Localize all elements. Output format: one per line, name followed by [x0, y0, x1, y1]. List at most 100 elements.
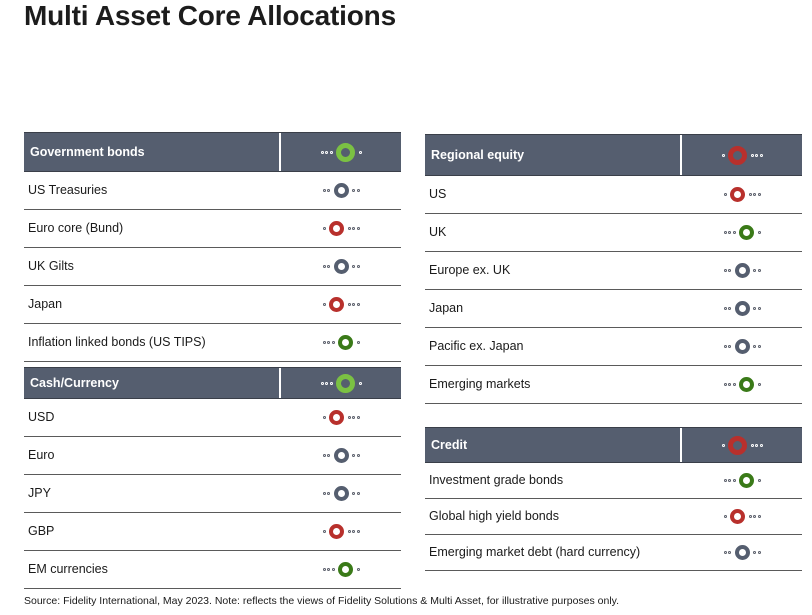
allocation-marker-icon	[329, 524, 344, 539]
table-row: Euro	[24, 437, 401, 475]
allocation-marker-icon	[730, 187, 745, 202]
scale-dot-icon	[750, 153, 754, 157]
panel-header-label: Government bonds	[30, 145, 145, 159]
scale-dot-icon	[352, 265, 355, 268]
scale-dot-icon	[322, 189, 326, 192]
scale-dot-icon	[757, 479, 761, 482]
allocation-scale	[320, 142, 362, 162]
scale-dot-icon	[356, 568, 360, 571]
allocation-marker-icon	[333, 259, 349, 274]
scale-dot-icon	[759, 443, 763, 447]
row-label: Emerging market debt (hard currency)	[429, 545, 641, 559]
scale-dot-icon	[352, 530, 355, 533]
header-divider	[680, 135, 682, 175]
scale-dot-icon	[322, 341, 326, 344]
scale-dot-icon	[322, 454, 326, 457]
allocation-marker-icon	[329, 410, 344, 425]
table-row: USD	[24, 399, 401, 437]
panel-credit: Credit Investment grade bonds Global high …	[425, 427, 802, 571]
scale-dot-icon	[755, 443, 758, 447]
header-divider	[279, 368, 281, 398]
allocation-marker-icon	[333, 448, 349, 463]
scale-dot-icon	[728, 269, 731, 272]
scale-dot-icon	[331, 341, 335, 344]
allocation-marker-icon	[728, 435, 747, 455]
scale-dot-icon	[347, 530, 351, 533]
panel-header: Government bonds	[24, 132, 401, 172]
scale-dot-icon	[347, 227, 351, 230]
table-row: UK Gilts	[24, 248, 401, 286]
scale-dot-icon	[352, 416, 355, 419]
scale-dot-icon	[757, 515, 761, 518]
scale-dot-icon	[325, 381, 328, 385]
table-row: EM currencies	[24, 551, 401, 589]
table-row: Japan	[425, 290, 802, 328]
scale-dot-icon	[721, 153, 725, 157]
allocation-scale	[723, 263, 761, 278]
scale-dot-icon	[356, 341, 360, 344]
scale-dot-icon	[327, 492, 330, 495]
scale-dot-icon	[322, 568, 326, 571]
scale-dot-icon	[322, 492, 326, 495]
scale-dot-icon	[723, 551, 727, 554]
scale-dot-icon	[723, 193, 727, 196]
scale-dot-icon	[748, 193, 752, 196]
row-label: Inflation linked bonds (US TIPS)	[28, 335, 206, 349]
allocation-scale	[723, 187, 761, 202]
table-row: JPY	[24, 475, 401, 513]
allocation-scale	[723, 377, 761, 392]
allocation-scale	[322, 259, 360, 274]
row-label: Euro	[28, 448, 55, 462]
table-row: Pacific ex. Japan	[425, 328, 802, 366]
table-row: Global high yield bonds	[425, 499, 802, 535]
scale-dot-icon	[356, 454, 360, 457]
table-row: Europe ex. UK	[425, 252, 802, 290]
allocation-marker-icon	[739, 377, 754, 392]
panel-header-label: Regional equity	[431, 148, 525, 162]
row-label: US	[429, 187, 447, 201]
scale-dot-icon	[721, 443, 725, 447]
scale-dot-icon	[728, 383, 731, 386]
scale-dot-icon	[322, 227, 326, 230]
scale-dot-icon	[352, 303, 355, 306]
allocation-marker-icon	[336, 142, 355, 162]
scale-dot-icon	[757, 383, 761, 386]
table-row: Japan	[24, 286, 401, 324]
table-row: Emerging markets	[425, 366, 802, 404]
allocation-marker-icon	[333, 486, 349, 501]
row-label: GBP	[28, 524, 55, 538]
row-label: Japan	[429, 301, 464, 315]
row-label: EM currencies	[28, 562, 108, 576]
scale-dot-icon	[753, 515, 756, 518]
scale-dot-icon	[322, 303, 326, 306]
allocation-scale	[322, 486, 360, 501]
table-row: Euro core (Bund)	[24, 210, 401, 248]
scale-dot-icon	[732, 383, 736, 386]
scale-dot-icon	[753, 193, 756, 196]
allocation-marker-icon	[730, 509, 745, 524]
allocation-marker-icon	[728, 145, 747, 165]
scale-dot-icon	[331, 568, 335, 571]
row-label: US Treasuries	[28, 183, 108, 197]
scale-dot-icon	[757, 269, 761, 272]
scale-dot-icon	[356, 530, 360, 533]
scale-dot-icon	[347, 416, 351, 419]
allocation-scale	[322, 524, 360, 539]
source-footnote: Source: Fidelity International, May 2023…	[24, 595, 620, 607]
row-label: USD	[28, 410, 55, 424]
scale-dot-icon	[352, 492, 355, 495]
scale-dot-icon	[723, 345, 727, 348]
allocation-marker-icon	[734, 301, 750, 316]
scale-dot-icon	[320, 150, 324, 154]
scale-dot-icon	[728, 345, 731, 348]
row-label: Investment grade bonds	[429, 473, 564, 487]
scale-dot-icon	[320, 381, 324, 385]
table-row: UK	[425, 214, 802, 252]
scale-dot-icon	[356, 492, 360, 495]
scale-dot-icon	[327, 568, 330, 571]
panel-government-bonds: Government bonds US Treasuries Euro core (…	[24, 132, 401, 362]
scale-dot-icon	[356, 227, 360, 230]
row-label: Europe ex. UK	[429, 263, 511, 277]
row-label: Global high yield bonds	[429, 509, 559, 523]
allocation-marker-icon	[333, 183, 349, 198]
